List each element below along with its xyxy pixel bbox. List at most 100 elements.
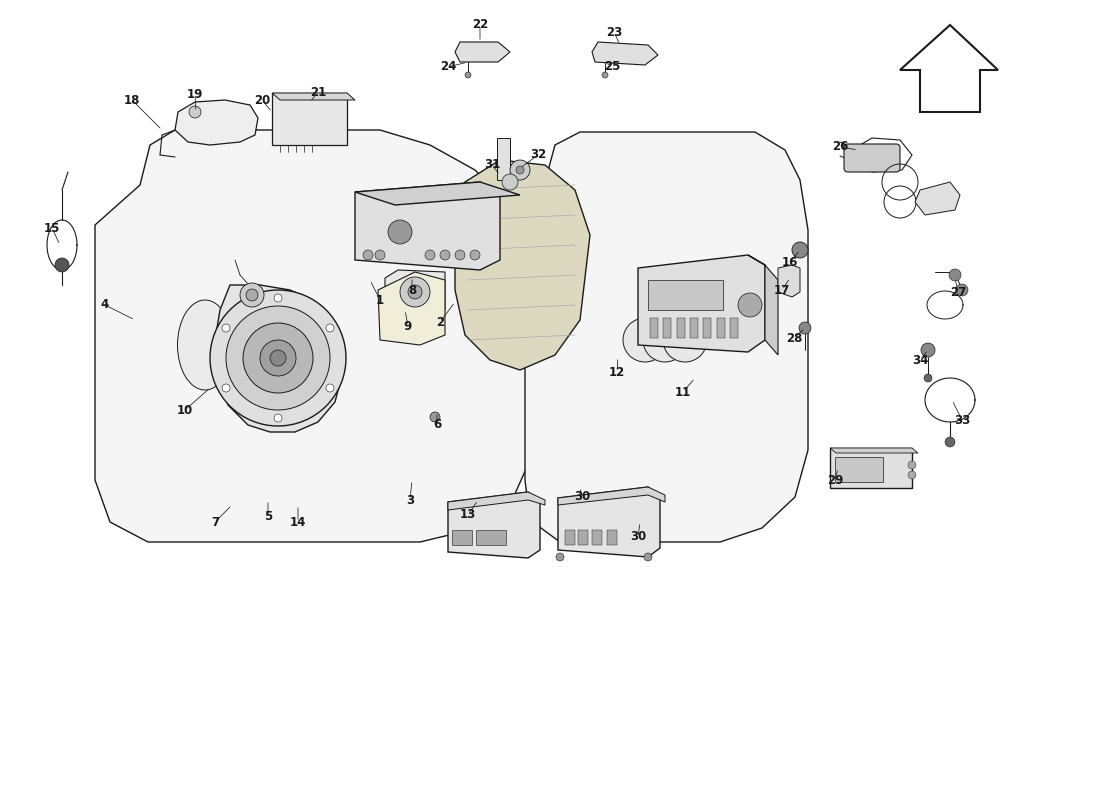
- Circle shape: [644, 318, 688, 362]
- Bar: [830, 448, 912, 488]
- Circle shape: [363, 250, 373, 260]
- Text: 13: 13: [460, 509, 476, 522]
- Circle shape: [470, 250, 480, 260]
- Bar: [272, 93, 346, 145]
- Circle shape: [243, 323, 314, 393]
- Polygon shape: [558, 487, 666, 505]
- Circle shape: [792, 242, 808, 258]
- Text: 6: 6: [433, 418, 441, 431]
- Circle shape: [949, 269, 961, 281]
- Circle shape: [908, 471, 916, 479]
- Polygon shape: [915, 182, 960, 215]
- Circle shape: [400, 277, 430, 307]
- Text: 17: 17: [774, 283, 790, 297]
- Text: 34: 34: [912, 354, 928, 366]
- Circle shape: [623, 318, 667, 362]
- Polygon shape: [558, 487, 660, 557]
- Polygon shape: [272, 93, 355, 100]
- Bar: [835, 457, 883, 482]
- Text: 29: 29: [827, 474, 844, 486]
- Bar: [676, 318, 684, 338]
- Text: 22: 22: [472, 18, 488, 31]
- Polygon shape: [448, 492, 540, 558]
- Text: 16: 16: [782, 255, 799, 269]
- Bar: [730, 318, 738, 338]
- Circle shape: [274, 414, 282, 422]
- Text: 25: 25: [604, 61, 620, 74]
- Text: 2: 2: [436, 315, 444, 329]
- Polygon shape: [638, 255, 764, 352]
- FancyBboxPatch shape: [844, 144, 900, 172]
- Bar: [497, 138, 510, 180]
- Polygon shape: [592, 42, 658, 65]
- Polygon shape: [748, 255, 778, 355]
- Bar: [650, 318, 658, 338]
- Text: 9: 9: [404, 319, 412, 333]
- Text: 27: 27: [950, 286, 966, 298]
- Polygon shape: [355, 182, 520, 205]
- Circle shape: [644, 553, 652, 561]
- Bar: [565, 530, 575, 545]
- Circle shape: [502, 174, 518, 190]
- Circle shape: [246, 289, 258, 301]
- Circle shape: [602, 72, 608, 78]
- Polygon shape: [95, 130, 530, 542]
- Circle shape: [260, 340, 296, 376]
- Text: 14: 14: [289, 515, 306, 529]
- Text: 33: 33: [954, 414, 970, 426]
- Polygon shape: [175, 100, 258, 145]
- Circle shape: [222, 384, 230, 392]
- Circle shape: [945, 437, 955, 447]
- Bar: [476, 530, 506, 545]
- Circle shape: [556, 553, 564, 561]
- Text: 3: 3: [406, 494, 414, 506]
- Text: 20: 20: [254, 94, 271, 106]
- Text: 19: 19: [187, 89, 204, 102]
- Ellipse shape: [177, 300, 232, 390]
- Text: 26: 26: [832, 141, 848, 154]
- Circle shape: [516, 166, 524, 174]
- Polygon shape: [900, 25, 998, 112]
- Circle shape: [270, 350, 286, 366]
- Polygon shape: [455, 42, 510, 62]
- Circle shape: [908, 461, 916, 469]
- Bar: [717, 318, 725, 338]
- Circle shape: [956, 284, 968, 296]
- Text: 23: 23: [606, 26, 623, 38]
- Bar: [663, 318, 671, 338]
- Text: 10: 10: [177, 403, 194, 417]
- Text: 11: 11: [675, 386, 691, 398]
- Bar: [578, 530, 588, 545]
- Circle shape: [55, 258, 69, 272]
- Circle shape: [388, 220, 412, 244]
- Bar: [648, 280, 723, 310]
- Circle shape: [663, 318, 707, 362]
- Text: 15: 15: [44, 222, 60, 234]
- Polygon shape: [378, 272, 446, 345]
- Circle shape: [799, 322, 811, 334]
- Circle shape: [430, 412, 440, 422]
- Text: 21: 21: [310, 86, 326, 98]
- Polygon shape: [448, 492, 544, 510]
- Circle shape: [375, 250, 385, 260]
- Polygon shape: [214, 285, 342, 432]
- Circle shape: [510, 160, 530, 180]
- Bar: [452, 530, 472, 545]
- Polygon shape: [778, 265, 800, 297]
- Circle shape: [738, 293, 762, 317]
- Polygon shape: [355, 182, 500, 270]
- Circle shape: [274, 294, 282, 302]
- Circle shape: [226, 306, 330, 410]
- Circle shape: [924, 374, 932, 382]
- Circle shape: [465, 72, 471, 78]
- Text: 7: 7: [211, 515, 219, 529]
- Text: 8: 8: [408, 283, 416, 297]
- Circle shape: [408, 285, 422, 299]
- Bar: [607, 530, 617, 545]
- Circle shape: [326, 324, 334, 332]
- Circle shape: [222, 324, 230, 332]
- Bar: [690, 318, 698, 338]
- Text: 18: 18: [124, 94, 140, 106]
- Polygon shape: [455, 160, 590, 370]
- Text: 4: 4: [101, 298, 109, 311]
